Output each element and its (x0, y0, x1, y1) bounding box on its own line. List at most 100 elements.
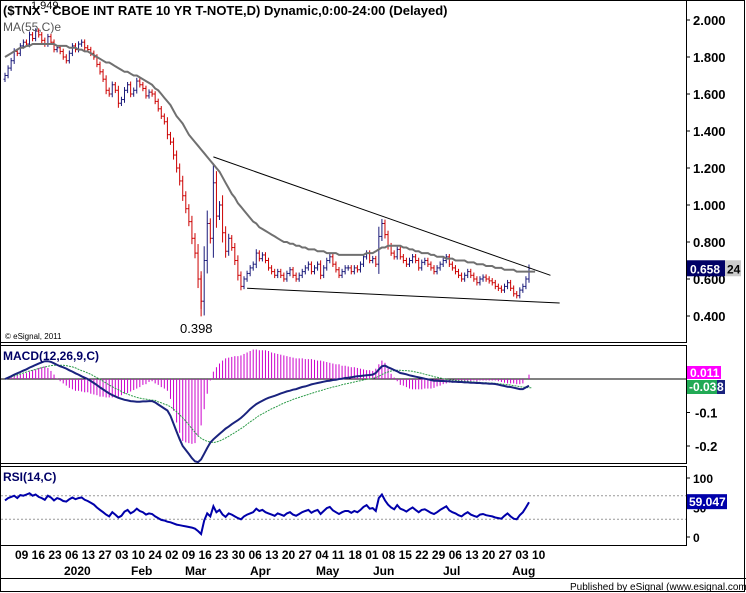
price-bar (463, 272, 467, 282)
date-tick-label: 10 (132, 548, 146, 562)
rsi-line (4, 492, 530, 536)
date-tick-label: 22 (415, 548, 429, 562)
price-bar (34, 28, 38, 42)
price-bar (407, 257, 411, 267)
price-bar (331, 254, 335, 267)
price-panel (0, 0, 687, 343)
date-tick-label: 10 (532, 548, 546, 562)
price-bar (233, 243, 237, 266)
macd-axis: -0.1 -0.2 0.011-0.03 8 (686, 366, 725, 454)
price-bar (205, 210, 209, 274)
copyright-text: © eSignal, 2011 (5, 332, 62, 341)
price-bar (469, 268, 473, 279)
date-axis: 09 16 23 06 13 27 03 10 24 02 09 16 23 30 06 13 20 27 04 11… (15, 548, 546, 578)
price-bar (316, 261, 320, 271)
macd-value-label: -0.03 (689, 380, 717, 394)
month-label: May (316, 564, 340, 578)
price-bar (141, 81, 145, 92)
price-bar (132, 87, 136, 97)
price-bar (493, 279, 497, 290)
price-bar (168, 131, 172, 145)
price-bar (282, 272, 286, 282)
macd-panel (0, 345, 687, 464)
price-bar (123, 87, 127, 103)
price-bar (257, 250, 261, 262)
price-tick-label: 1.600 (693, 87, 726, 102)
price-bar (150, 89, 154, 97)
price-bar (83, 39, 87, 51)
date-tick-label: 24 (148, 548, 162, 562)
price-bar (251, 261, 255, 271)
macd-hist-label: 0.011 (690, 366, 720, 380)
price-bar (227, 233, 231, 256)
price-bar (285, 270, 289, 282)
price-bar (221, 195, 225, 243)
price-bar (362, 254, 366, 267)
price-bar (414, 254, 418, 264)
date-tick-label: 06 (248, 548, 262, 562)
price-bar (270, 265, 274, 275)
price-bar (61, 48, 65, 60)
price-bar (322, 265, 326, 279)
price-bar (300, 268, 304, 279)
price-bar (432, 265, 436, 275)
price-bar (172, 137, 176, 160)
price-bar (306, 261, 310, 271)
price-bar (355, 265, 359, 273)
price-bar (279, 268, 283, 279)
last-price-tag (687, 260, 725, 277)
price-bar (515, 291, 519, 299)
price-bar (506, 279, 510, 290)
ma-label: MA(55,C)e (3, 20, 61, 34)
price-bar (248, 265, 252, 277)
price-bar (334, 261, 338, 273)
last-price-suffix: 24 (727, 262, 741, 276)
price-tick-label: 1.400 (693, 124, 726, 139)
price-bar (392, 250, 396, 260)
price-bar (343, 265, 347, 275)
price-bar (288, 266, 292, 277)
trendline-upper (213, 156, 551, 276)
month-label: Apr (250, 564, 271, 578)
price-bar (441, 257, 445, 267)
price-bar (490, 278, 494, 286)
date-tick-label: 11 (332, 548, 345, 562)
peak-label: 1.949 (31, 0, 59, 12)
date-tick-label: 09 (15, 548, 29, 562)
price-bar (147, 89, 151, 99)
price-bar (70, 43, 74, 57)
chart-title: ($TNX - CBOE INT RATE 10 YR T-NOTE,D) Dy… (3, 3, 448, 18)
month-label: Mar (185, 564, 207, 578)
price-bar (129, 81, 133, 98)
price-bar (426, 257, 430, 267)
price-bar (193, 233, 197, 259)
price-bar (303, 265, 307, 275)
macd-tick-label: -0.1 (695, 406, 717, 421)
date-tick-label: 06 (449, 548, 463, 562)
price-bar (181, 175, 185, 201)
macd-series (1, 349, 686, 464)
rsi-axis: 10050059.047 (686, 472, 727, 545)
price-bar (438, 261, 442, 271)
price-bar (521, 283, 525, 293)
price-bar (153, 91, 157, 105)
price-bar (401, 254, 405, 264)
price-bar (80, 39, 84, 47)
price-bar (190, 215, 194, 245)
date-tick-label: 27 (499, 548, 513, 562)
price-bar (67, 50, 71, 64)
price-bar (291, 266, 295, 279)
price-bar (135, 77, 139, 94)
price-bar (214, 171, 218, 228)
date-tick-label: 27 (98, 548, 112, 562)
macd-hist-tag (687, 366, 721, 379)
date-tick-label: 29 (432, 548, 446, 562)
date-tick-label: 08 (382, 548, 396, 562)
price-bar (358, 261, 362, 273)
price-bar (460, 272, 464, 282)
price-bar (453, 265, 457, 275)
rsi-label: RSI(14,C) (3, 470, 56, 484)
date-tick-label: 09 (182, 548, 196, 562)
price-bar (6, 65, 10, 79)
price-tick-label: 1.800 (693, 50, 726, 65)
